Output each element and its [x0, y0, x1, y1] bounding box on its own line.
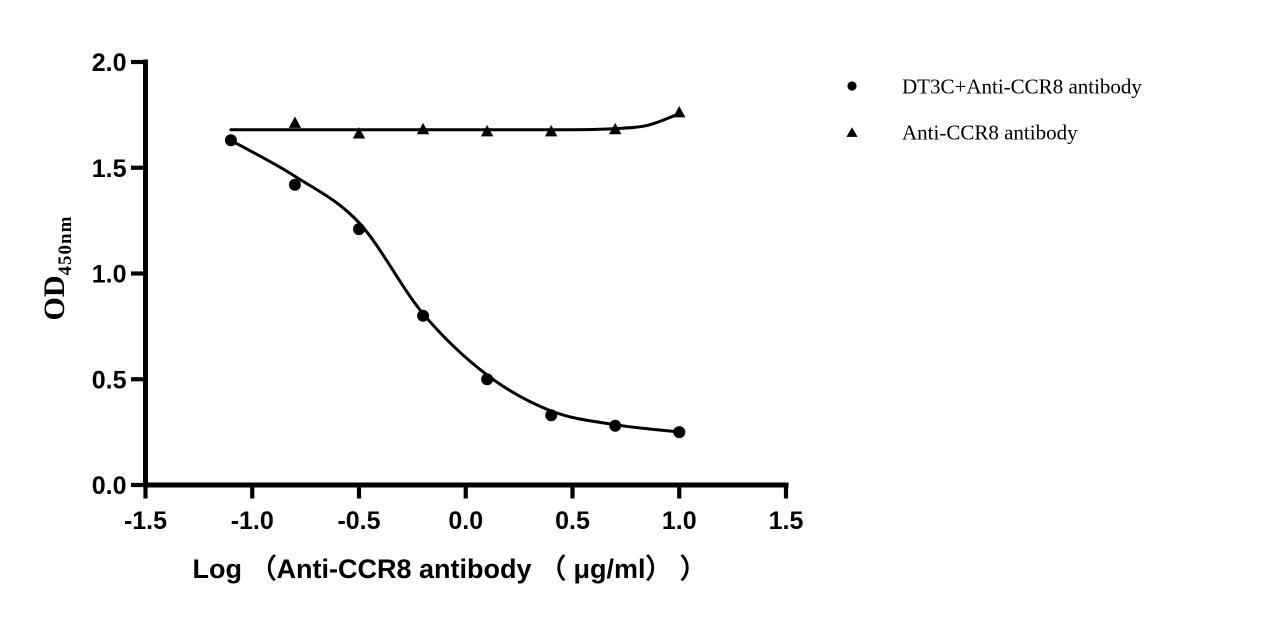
fit-curve-circle: [229, 138, 681, 434]
legend: DT3C+Anti-CCR8 antibody Anti-CCR8 antibod…: [846, 75, 1142, 145]
y-tick-label: 0.5: [92, 366, 127, 394]
x-tick-label: -1.5: [124, 507, 167, 535]
axes: [131, 59, 789, 499]
y-tick-label: 1.0: [92, 261, 127, 289]
x-tick-label: -1.0: [231, 507, 274, 535]
data-point-circle: [673, 426, 686, 439]
y-tick-label: 0.0: [92, 472, 127, 500]
data-point-circle: [224, 134, 237, 147]
data-point-triangle: [416, 122, 430, 135]
x-tick-label: 0.0: [448, 507, 483, 535]
data-point-triangle: [288, 116, 302, 128]
data-point-triangle: [673, 105, 686, 118]
data-points: [224, 105, 686, 439]
x-tick-label: -0.5: [337, 507, 380, 535]
data-point-circle: [353, 223, 365, 236]
data-point-circle: [481, 373, 494, 386]
data-point-circle: [609, 419, 622, 432]
legend-label: Anti-CCR8 antibody: [902, 121, 1078, 145]
data-point-triangle: [544, 124, 558, 137]
fitted-curves: [229, 112, 681, 434]
data-point-circle: [545, 409, 558, 422]
tick-labels: 0.0 0.5 1.0 1.5 2.0 -1.5 -1.0 -0.5 0.0 0.5 1.0 1.5: [92, 49, 804, 535]
x-tick-label: 1.0: [662, 507, 697, 535]
x-tick-label: 1.5: [769, 507, 804, 535]
data-point-triangle: [352, 127, 366, 139]
y-tick-label: 2.0: [92, 49, 127, 77]
data-point-triangle: [480, 124, 494, 137]
legend-label: DT3C+Anti-CCR8 antibody: [902, 75, 1142, 99]
data-point-triangle: [609, 122, 622, 135]
y-tick-label: 1.5: [92, 155, 127, 183]
x-tick-label: 0.5: [555, 507, 590, 535]
data-point-circle: [417, 309, 430, 322]
legend-circle-icon: [847, 81, 857, 91]
legend-triangle-icon: [846, 127, 858, 137]
x-axis-title: Log （Anti-CCR8 antibody （ μg/ml） ）: [193, 554, 708, 584]
data-point-circle: [288, 178, 301, 191]
axis-titles: Log （Anti-CCR8 antibody （ μg/ml） ） OD450n…: [38, 216, 707, 584]
fit-curve-triangle: [229, 112, 681, 132]
y-axis-title: OD450nm: [38, 216, 76, 321]
